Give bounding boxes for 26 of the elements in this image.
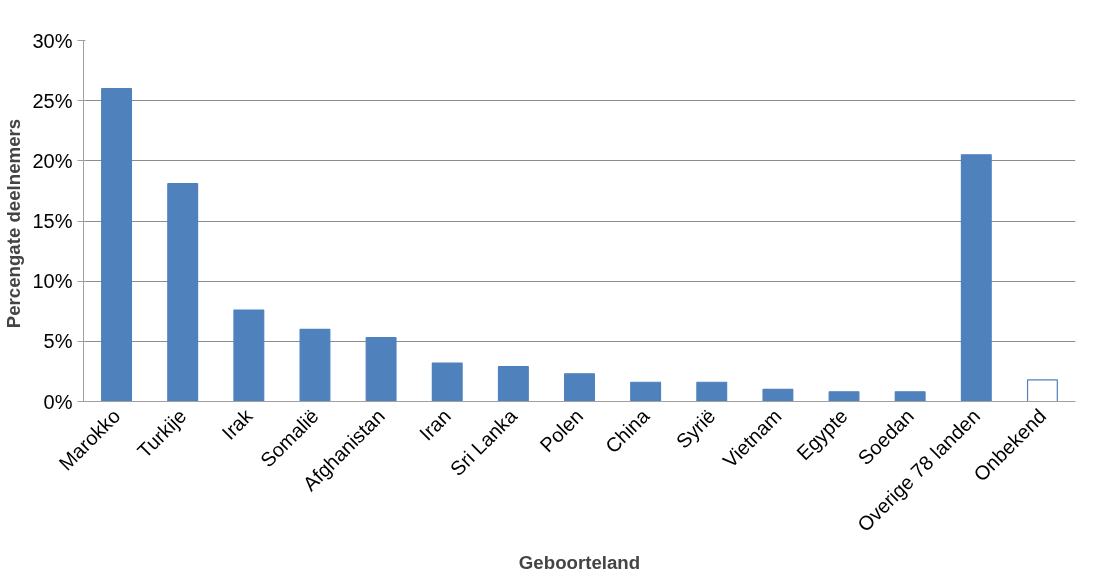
y-tick-label: 25% bbox=[32, 89, 73, 112]
x-axis-title: Geboorteland bbox=[518, 551, 641, 573]
bar bbox=[431, 362, 463, 402]
bar bbox=[828, 391, 860, 402]
bar bbox=[365, 337, 397, 402]
x-tick-label: Irak bbox=[217, 404, 258, 444]
y-tick-label: 0% bbox=[43, 390, 73, 413]
bar bbox=[630, 381, 662, 402]
x-tick-label: Iran bbox=[415, 404, 456, 445]
y-tick-label: 20% bbox=[32, 149, 73, 172]
bar bbox=[497, 366, 529, 402]
bar bbox=[101, 88, 133, 402]
bar bbox=[233, 309, 265, 402]
bar bbox=[762, 388, 794, 402]
bar bbox=[960, 154, 992, 402]
y-tick-label: 5% bbox=[43, 330, 73, 353]
y-axis-title: Percengate deelnemers bbox=[3, 118, 25, 329]
y-tick-label: 10% bbox=[32, 270, 73, 293]
bar bbox=[894, 391, 926, 402]
y-tick-label: 15% bbox=[32, 210, 73, 232]
y-tick-label: 30% bbox=[32, 29, 73, 52]
bar bbox=[299, 328, 331, 402]
bar bbox=[1026, 379, 1058, 402]
bar bbox=[696, 381, 728, 402]
bar bbox=[167, 183, 199, 402]
bar bbox=[564, 373, 595, 402]
